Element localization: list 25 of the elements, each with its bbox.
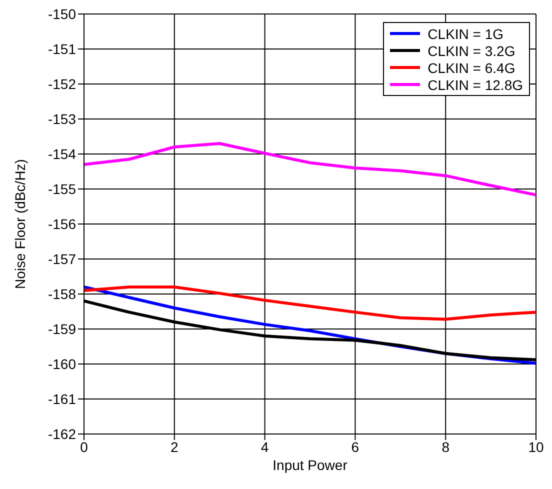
x-tick-label: 0 bbox=[80, 438, 88, 455]
y-tick-label: -157 bbox=[48, 250, 76, 267]
x-tick-label: 6 bbox=[351, 438, 360, 455]
legend-label: CLKIN = 12.8G bbox=[428, 76, 523, 92]
y-tick-label: -162 bbox=[48, 426, 76, 442]
y-tick-label: -155 bbox=[48, 180, 76, 197]
y-axis-title: Noise Floor (dBc/Hz) bbox=[12, 159, 28, 289]
x-tick-label: 8 bbox=[442, 438, 450, 455]
y-tick-label: -156 bbox=[48, 216, 76, 232]
y-tick-label: -153 bbox=[48, 110, 76, 127]
y-tick-label: -158 bbox=[48, 286, 76, 302]
x-axis-title: Input Power bbox=[272, 457, 348, 473]
y-tick-label: -154 bbox=[48, 146, 76, 162]
x-tick-label: 2 bbox=[170, 438, 178, 455]
legend-label: CLKIN = 1G bbox=[428, 26, 504, 42]
y-tick-label: -152 bbox=[48, 76, 76, 92]
y-tick-label: -161 bbox=[48, 390, 76, 407]
legend-label: CLKIN = 3.2G bbox=[428, 42, 516, 58]
y-tick-label: -159 bbox=[48, 320, 76, 337]
legend-label: CLKIN = 6.4G bbox=[428, 60, 516, 76]
x-tick-label: 4 bbox=[260, 438, 269, 455]
x-tick-label: 10 bbox=[528, 438, 544, 455]
y-tick-label: -150 bbox=[48, 6, 76, 22]
y-tick-label: -151 bbox=[48, 40, 76, 57]
y-tick-label: -160 bbox=[48, 356, 76, 372]
